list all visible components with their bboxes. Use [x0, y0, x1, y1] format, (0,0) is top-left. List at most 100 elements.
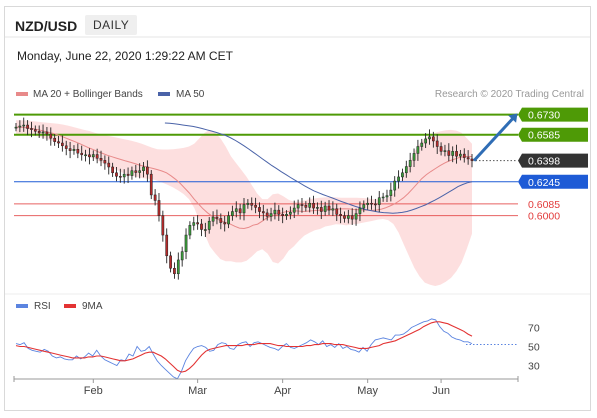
level-tag-0.6585 [518, 127, 588, 142]
candle-body [95, 154, 99, 159]
candle-body [350, 215, 354, 220]
candle-body [14, 126, 18, 129]
candle-body [358, 207, 362, 214]
x-axis: Feb Mar Apr May Jun [13, 376, 519, 397]
candle-body [192, 222, 196, 226]
ma20-line [16, 126, 472, 230]
candle-body [265, 212, 269, 217]
candle-body [435, 140, 439, 147]
candle-body [242, 204, 246, 214]
candle-body [176, 259, 180, 275]
candle-body [107, 162, 111, 168]
candle-body [111, 166, 114, 174]
candle-body [91, 154, 95, 158]
candle-body [204, 229, 207, 231]
candle-body [122, 173, 126, 178]
level-tag-0.6398 [518, 153, 588, 168]
candle-body [292, 207, 296, 213]
candle-body [323, 205, 327, 212]
candle-body [455, 151, 458, 157]
candle-body [385, 195, 389, 198]
candle-body [424, 138, 427, 144]
candle-body [134, 170, 138, 173]
candle-body [339, 214, 342, 216]
candle-body [126, 173, 130, 176]
candle-body [142, 166, 145, 171]
candle-body [223, 222, 227, 225]
candle-body [26, 124, 29, 129]
candle-body [250, 202, 254, 206]
candle-body [420, 142, 424, 147]
candle-body [443, 150, 447, 152]
candle-body [439, 146, 443, 152]
forecast-arrow-head [508, 113, 518, 123]
candle-body [462, 153, 466, 158]
candle-body [362, 204, 366, 209]
legend-rsi-label: RSI [34, 301, 51, 312]
rsi-tick-70: 70 [528, 323, 540, 335]
candle-body [184, 234, 188, 252]
candle-body [416, 146, 420, 154]
legend-rsi-swatch [16, 304, 28, 308]
legend-ma50-label: MA 50 [176, 89, 205, 100]
candle-body [401, 172, 404, 178]
candle-body [22, 124, 26, 127]
candle-body [130, 170, 134, 176]
candle-body [447, 150, 451, 156]
candle-body [149, 173, 153, 196]
candle-body [412, 153, 416, 161]
candle-body [49, 133, 53, 139]
candle-body [200, 223, 203, 230]
candle-body [254, 205, 257, 208]
candle-body [389, 189, 393, 196]
candle-body [354, 213, 358, 220]
candle-body [57, 141, 60, 144]
legend-ma50-swatch [158, 92, 170, 96]
candle-body [238, 208, 242, 214]
candle-body [41, 131, 45, 134]
level-label-0.6000: 0.6000 [528, 211, 560, 223]
candle-body [277, 209, 281, 215]
candle-body [64, 145, 68, 149]
candle-body [404, 166, 408, 174]
x-tick-label-feb: Feb [84, 385, 103, 397]
datetime-label: Monday, June 22, 2020 1:29:22 AM CET [17, 49, 233, 63]
candle-body [153, 194, 157, 201]
candle-body [227, 215, 230, 225]
candle-body [234, 208, 238, 212]
candle-body [84, 154, 87, 157]
candle-body [103, 160, 107, 164]
x-tick-label-apr: Apr [274, 385, 291, 397]
candle-body [432, 136, 435, 142]
candle-body [138, 170, 142, 173]
candle-body [115, 172, 118, 177]
candle-body [118, 175, 122, 178]
candle-body [188, 225, 192, 236]
candle-body [146, 166, 149, 175]
timeframe-badge[interactable]: DAILY [85, 15, 138, 35]
candle-body [88, 154, 91, 158]
legend-rsi-ma-swatch [64, 304, 76, 308]
candle-body [157, 200, 161, 216]
rsi-series-9ma [15, 321, 473, 373]
rsi-series-rsi [15, 318, 473, 380]
candle-body [346, 215, 350, 219]
candle-body [281, 214, 284, 216]
rsi-tick-50: 50 [528, 342, 540, 354]
candle-body [165, 234, 169, 257]
level-label-0.6245: 0.6245 [528, 177, 560, 189]
level-label-0.6730: 0.6730 [528, 110, 560, 122]
candle-body [408, 160, 412, 167]
candle-body [470, 158, 474, 161]
legend-rsi-ma-label: 9MA [82, 301, 103, 312]
level-label-0.6585: 0.6585 [528, 130, 560, 142]
candle-body [327, 205, 331, 211]
candle-body [466, 157, 470, 160]
candle-body [273, 209, 277, 214]
legend-bb-label: MA 20 + Bollinger Bands [33, 89, 143, 100]
candle-body [258, 207, 261, 212]
candle-body [18, 125, 22, 128]
candle-body [269, 213, 273, 217]
candle-body [219, 218, 223, 223]
